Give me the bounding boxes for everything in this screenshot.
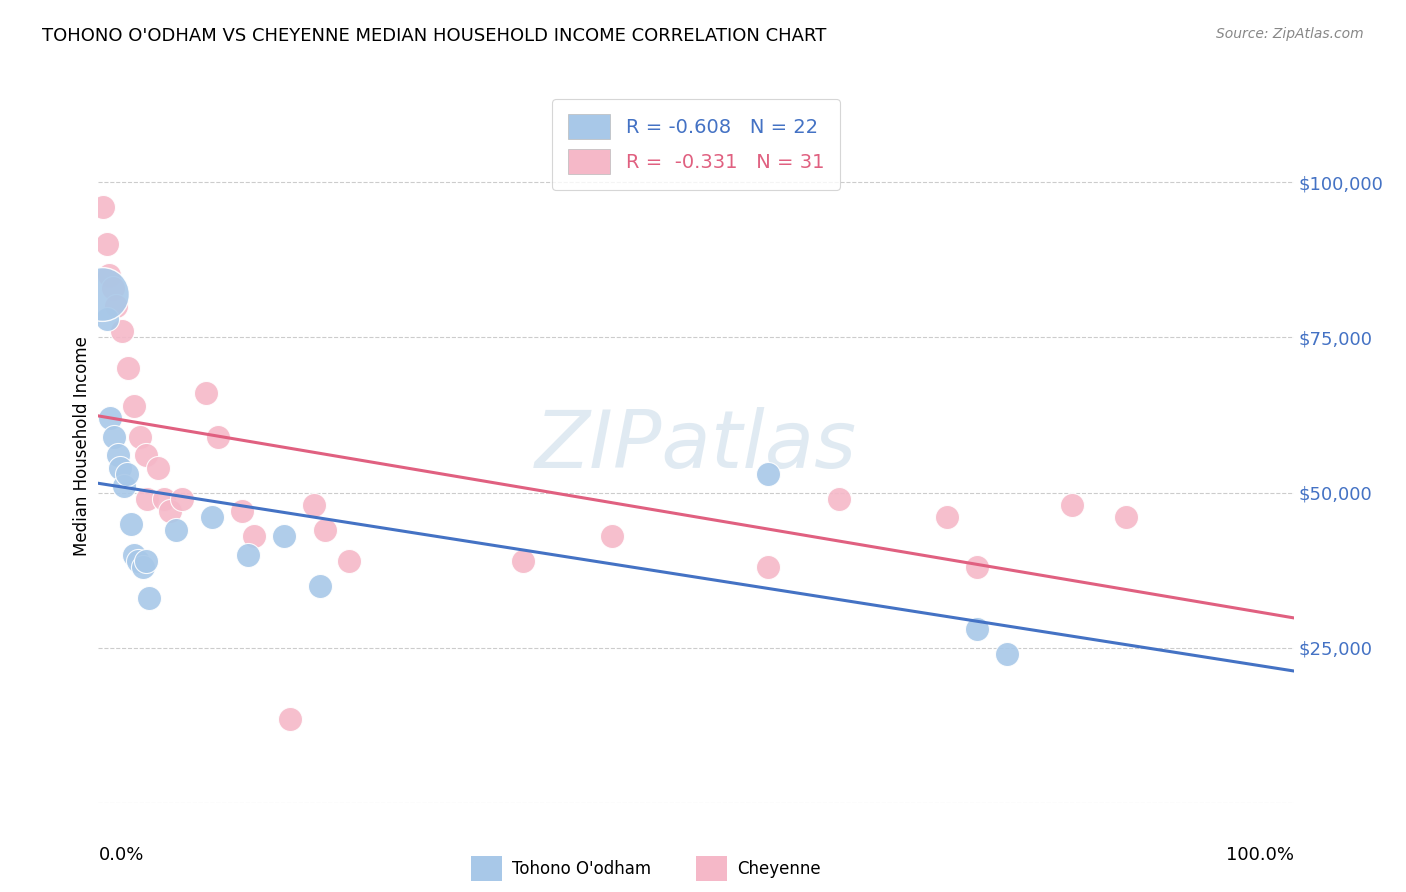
Point (112, 479, 135, 493)
Point (966, 622, 988, 636)
Point (129, 430, 152, 444)
Point (936, 510, 959, 524)
Point (756, 467, 779, 481)
Y-axis label: Median Household Income: Median Household Income (73, 336, 91, 556)
Point (101, 281, 124, 295)
Point (96, 237, 118, 252)
Point (602, 529, 624, 543)
Point (124, 548, 146, 562)
Point (315, 523, 337, 537)
Point (103, 430, 125, 444)
Point (243, 529, 266, 543)
Point (96, 311, 118, 326)
Point (966, 560, 988, 574)
Text: TOHONO O'ODHAM VS CHEYENNE MEDIAN HOUSEHOLD INCOME CORRELATION CHART: TOHONO O'ODHAM VS CHEYENNE MEDIAN HOUSEH… (42, 27, 827, 45)
Point (138, 591, 160, 605)
Point (308, 579, 330, 593)
Point (1115, 510, 1137, 524)
Point (127, 554, 149, 568)
Point (148, 460, 170, 475)
Point (756, 560, 779, 574)
Point (91, 200, 114, 214)
Point (995, 647, 1018, 661)
Point (236, 548, 259, 562)
Text: Cheyenne: Cheyenne (737, 860, 820, 878)
Point (108, 460, 131, 475)
Point (828, 491, 851, 506)
Point (117, 361, 139, 376)
Text: 100.0%: 100.0% (1226, 846, 1294, 863)
Point (172, 491, 194, 506)
Point (131, 560, 153, 574)
Text: ZIPatlas: ZIPatlas (534, 407, 858, 485)
Point (111, 324, 134, 338)
Point (339, 554, 360, 568)
Text: 0.0%: 0.0% (98, 846, 143, 863)
Point (1062, 498, 1084, 512)
Point (512, 554, 534, 568)
Point (273, 529, 295, 543)
Text: Source: ZipAtlas.com: Source: ZipAtlas.com (1216, 27, 1364, 41)
Point (115, 467, 138, 481)
Point (120, 516, 142, 531)
Point (159, 504, 181, 518)
Point (201, 510, 224, 524)
Point (98, 411, 122, 425)
Point (105, 299, 128, 313)
Point (153, 491, 176, 506)
Point (278, 712, 301, 726)
Point (135, 554, 157, 568)
Point (135, 448, 157, 462)
Point (231, 504, 253, 518)
Legend: R = -0.608   N = 22, R =  -0.331   N = 31: R = -0.608 N = 22, R = -0.331 N = 31 (553, 99, 839, 190)
Text: Tohono O'odham: Tohono O'odham (512, 860, 651, 878)
Point (136, 491, 159, 506)
Point (194, 386, 218, 401)
Point (107, 448, 129, 462)
Point (165, 523, 187, 537)
Point (98, 268, 121, 283)
Point (124, 399, 146, 413)
Point (91, 287, 114, 301)
Point (207, 430, 229, 444)
Point (302, 498, 325, 512)
